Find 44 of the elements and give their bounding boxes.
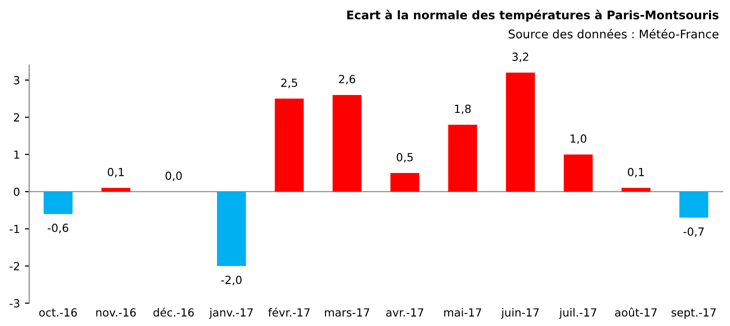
data-label: -0,7: [684, 227, 704, 237]
x-tick-label: mars-17: [324, 308, 370, 317]
data-label: 1,0: [570, 134, 586, 144]
y-tick-label: 3: [14, 76, 20, 84]
x-tick-label: août-17: [615, 308, 657, 317]
data-label: 1,8: [455, 104, 471, 114]
y-tick-label: 1: [14, 150, 20, 159]
x-tick-label: avr.-17: [386, 308, 424, 317]
data-label: 3,2: [512, 52, 528, 62]
bar: [622, 188, 650, 192]
x-tick-label: janv.-17: [209, 308, 253, 319]
data-label: 0,1: [628, 168, 644, 178]
y-tick-label: -2: [10, 262, 20, 270]
bar: [448, 124, 478, 192]
y-tick-label: -3: [10, 299, 20, 308]
y-tick-label: 2: [14, 113, 20, 122]
bar: [217, 192, 246, 266]
bar: [44, 192, 73, 214]
data-label: 0,1: [108, 168, 124, 178]
data-label: -0,6: [48, 224, 68, 234]
bar: [101, 188, 130, 192]
bar: [274, 98, 304, 192]
y-tick-label: 0: [14, 188, 20, 196]
data-label: 0,0: [166, 172, 182, 182]
x-tick-label: sept.-17: [672, 308, 716, 319]
bar: [390, 173, 420, 192]
chart-subtitle: Source des données : Météo-France: [508, 28, 718, 38]
y-tick-label: -1: [10, 224, 20, 234]
bar: [332, 94, 362, 192]
bar: [506, 72, 535, 192]
bar: [564, 154, 593, 192]
data-label: 2,6: [339, 74, 356, 84]
x-tick-label: oct.-16: [39, 308, 77, 317]
x-tick-label: nov.-16: [96, 308, 136, 317]
x-tick-label: juil.-17: [559, 308, 596, 319]
x-tick-label: juin-17: [501, 308, 539, 319]
x-tick-label: févr.-17: [268, 308, 310, 317]
data-label: 0,5: [396, 152, 413, 162]
bar: [679, 192, 708, 218]
x-tick-label: déc.-16: [153, 308, 194, 317]
data-label: -2,0: [221, 276, 242, 286]
chart-title: Ecart à la normale des températures à Paris-Montsouris: [347, 10, 718, 22]
x-tick-label: mai-17: [444, 308, 482, 317]
data-label: 2,5: [281, 78, 298, 88]
